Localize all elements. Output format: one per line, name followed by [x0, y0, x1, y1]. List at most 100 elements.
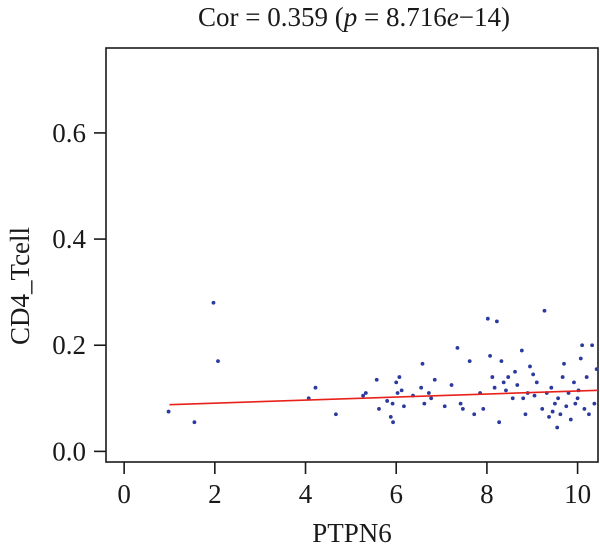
data-point	[488, 353, 492, 358]
data-point	[562, 361, 566, 366]
data-point	[555, 425, 560, 430]
data-point	[399, 388, 404, 393]
data-point	[460, 407, 465, 411]
data-point	[432, 377, 437, 382]
plot-frame	[105, 47, 599, 463]
data-point	[395, 391, 400, 395]
data-point	[429, 396, 434, 401]
data-point	[584, 375, 589, 379]
data-point	[580, 343, 585, 348]
regression-line	[169, 389, 599, 406]
data-point	[472, 412, 477, 417]
data-point	[397, 375, 402, 379]
data-point	[313, 385, 318, 390]
data-point	[385, 399, 390, 403]
x-axis-label: PTPN6	[312, 518, 392, 548]
data-point	[391, 420, 395, 425]
chart-title: Cor = 0.359 (p = 8.716e−14)	[198, 2, 510, 32]
y-tick-label: 0.0	[52, 436, 86, 466]
data-points	[166, 300, 599, 430]
data-point	[540, 407, 545, 411]
data-point	[558, 412, 563, 417]
data-point	[578, 356, 583, 361]
data-point	[374, 377, 379, 382]
data-point	[420, 361, 425, 366]
data-point	[426, 391, 431, 395]
data-point	[192, 420, 197, 425]
title-suffix: −14)	[459, 2, 510, 32]
x-tick-label: 4	[299, 479, 313, 509]
x-tick-label: 2	[208, 479, 222, 509]
data-point	[573, 401, 578, 406]
data-point	[592, 401, 597, 406]
data-point	[504, 388, 508, 393]
title-p-symbol: p	[342, 2, 358, 32]
y-axis-label: CD4_Tcell	[5, 227, 35, 345]
data-point	[485, 316, 490, 321]
data-point	[390, 401, 395, 406]
data-point	[216, 359, 220, 364]
data-point	[560, 375, 565, 379]
data-point	[521, 396, 526, 401]
data-point	[458, 401, 463, 406]
data-point	[506, 375, 511, 379]
data-point	[394, 380, 399, 385]
data-point	[361, 393, 366, 398]
data-point	[549, 385, 554, 390]
data-point	[419, 385, 424, 390]
x-tick-label: 0	[117, 479, 131, 509]
title-equals: = 8.716	[357, 2, 446, 32]
y-axis: 0.0 0.2 0.4 0.6	[52, 118, 106, 466]
data-point	[492, 385, 497, 390]
data-point	[572, 380, 576, 385]
regression-line-group	[169, 389, 599, 406]
data-point	[587, 412, 591, 417]
data-point	[550, 409, 555, 414]
data-point	[534, 380, 539, 385]
data-point	[449, 383, 454, 387]
data-point	[499, 359, 504, 364]
data-point	[363, 391, 368, 395]
data-point	[467, 359, 472, 364]
data-point	[568, 417, 573, 422]
data-point	[422, 401, 427, 406]
data-point	[523, 412, 528, 417]
data-point	[564, 404, 569, 409]
data-point	[377, 407, 381, 411]
data-point	[211, 300, 216, 305]
data-point	[494, 319, 499, 324]
data-point	[590, 343, 595, 348]
data-point	[442, 404, 447, 409]
data-point	[455, 345, 460, 350]
data-point	[402, 404, 406, 409]
data-point	[497, 420, 502, 425]
data-point	[501, 380, 506, 385]
x-tick-label: 6	[389, 479, 403, 509]
title-prefix: Cor = 0.359 (	[198, 2, 344, 32]
data-point	[532, 393, 537, 398]
title-e-symbol: e	[447, 2, 459, 32]
data-point	[553, 401, 557, 406]
y-tick-label: 0.4	[52, 224, 86, 254]
data-point	[547, 414, 551, 419]
data-point	[388, 414, 393, 419]
x-tick-label: 8	[480, 479, 494, 509]
data-point	[582, 407, 587, 411]
data-point	[556, 396, 560, 401]
data-point	[528, 364, 532, 369]
data-point	[334, 412, 338, 417]
x-axis: 0 2 4 6 8 10	[117, 462, 591, 509]
y-tick-label: 0.2	[52, 330, 86, 360]
data-point	[510, 396, 515, 401]
data-point	[166, 409, 171, 414]
x-tick-label: 10	[564, 479, 591, 509]
data-point	[515, 383, 520, 387]
y-tick-label: 0.6	[52, 118, 86, 148]
data-point	[481, 407, 486, 411]
data-point	[575, 396, 580, 401]
data-point	[594, 367, 599, 372]
data-point	[542, 308, 547, 313]
data-point	[519, 348, 524, 353]
data-point	[490, 375, 495, 379]
